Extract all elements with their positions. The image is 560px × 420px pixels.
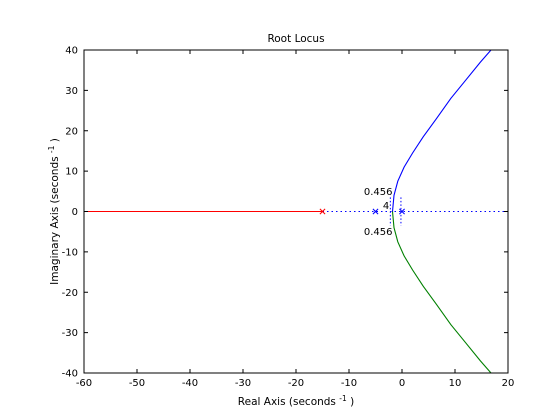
x-tick-label: 10 <box>449 378 462 389</box>
x-tick-label: -50 <box>129 378 145 389</box>
pole-marker <box>399 208 405 215</box>
y-tick-label: -40 <box>62 369 78 380</box>
y-tick-label: 20 <box>65 126 78 137</box>
y-tick-label: -10 <box>62 247 78 258</box>
pole-marker <box>319 208 326 215</box>
locus-branch-2 <box>391 211 492 374</box>
y-tick-label: 0 <box>72 207 78 218</box>
damping-annotation: 0.456 <box>364 187 393 198</box>
x-axis-label-text: Real Axis (seconds <box>238 396 336 408</box>
x-tick-label: -20 <box>288 378 304 389</box>
y-axis-label: Imaginary Axis (seconds -1 ) <box>45 138 61 285</box>
x-tick-label: -40 <box>182 378 198 389</box>
y-tick-label: 10 <box>65 167 78 178</box>
y-tick-label: -30 <box>62 328 78 339</box>
x-tick-label: 0 <box>399 378 405 389</box>
x-tick-label: -30 <box>235 378 251 389</box>
chart-title: Root Locus <box>267 33 324 45</box>
damping-annotation: 0.456 <box>364 227 393 238</box>
x-axis-label: Real Axis (seconds -1 ) <box>238 392 354 408</box>
y-tick-label: -20 <box>62 288 78 299</box>
y-axis-label-exponent: -1 <box>47 145 56 153</box>
x-tick-label: 20 <box>502 378 515 389</box>
pole-marker <box>372 208 379 215</box>
x-axis-label-exponent: -1 <box>339 394 347 403</box>
y-axis-label-text: Imaginary Axis (seconds <box>49 156 61 284</box>
x-tick-label: -10 <box>341 378 357 389</box>
y-tick-label: 30 <box>65 86 78 97</box>
locus-branch-1 <box>391 49 492 212</box>
y-tick-label: 40 <box>65 46 78 57</box>
x-tick-label: -60 <box>76 378 92 389</box>
damping-annotation: 4 <box>383 201 389 212</box>
